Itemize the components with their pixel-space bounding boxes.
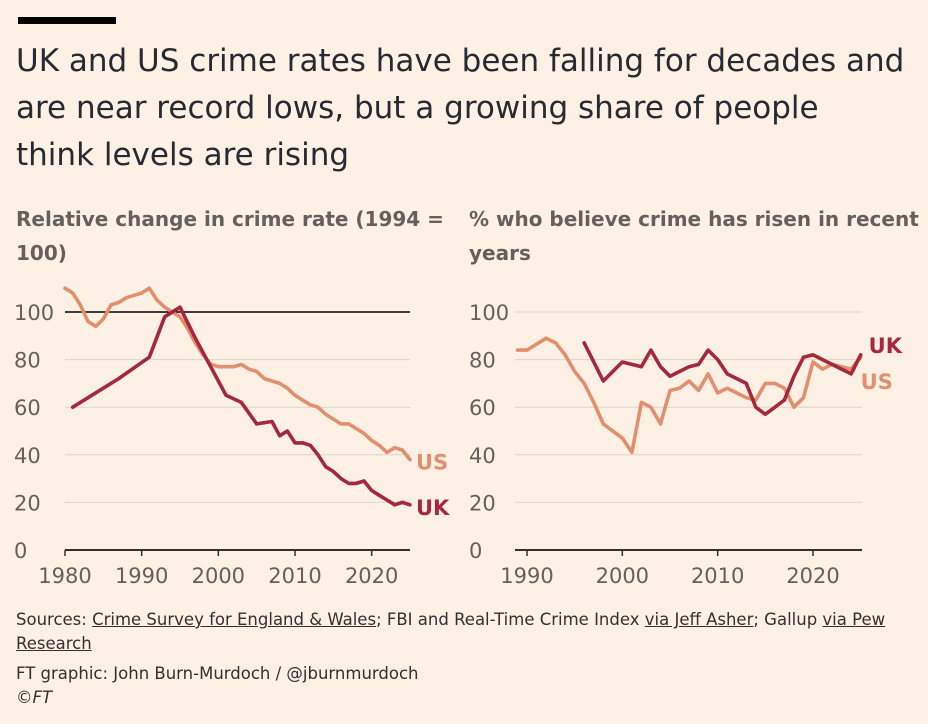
graphic-credit: FT graphic: John Burn-Murdoch / @jburnmu…	[16, 664, 419, 683]
right-series-uk-line	[582, 341, 863, 417]
left-y-tick-label: 80	[14, 349, 41, 373]
left-chart-subtitle: Relative change in crime rate (1994 = 10…	[16, 207, 444, 265]
right-chart: 0 20 40 60 80 100 1990 2000 2010 2020	[469, 301, 863, 588]
sources-prefix: Sources:	[16, 610, 93, 629]
right-y-tick-label: 80	[469, 349, 496, 373]
left-series-us-line	[63, 286, 412, 462]
source-link-jeff-asher[interactable]: via Jeff Asher	[644, 610, 754, 629]
left-x-tick-label: 1980	[38, 564, 91, 588]
right-series-us-line	[515, 336, 863, 455]
copyright: ©FT	[16, 688, 53, 707]
left-y-tick-label: 40	[14, 444, 41, 468]
left-x-tick-label: 2020	[345, 564, 398, 588]
sources-text-gallup: ; Gallup	[753, 610, 823, 629]
chart-headline: UK and US crime rates have been falling …	[16, 43, 905, 173]
sources-note: Sources: Crime Survey for England & Wale…	[16, 608, 916, 656]
left-label-uk: UK	[416, 496, 450, 520]
right-y-tick-label: 20	[469, 491, 496, 515]
right-chart-subtitle: % who believe crime has risen in recent …	[469, 207, 919, 265]
ft-top-bar	[18, 17, 116, 24]
left-x-tick-label: 1990	[115, 564, 168, 588]
right-y-tick-label: 100	[469, 301, 509, 325]
right-y-tick-label: 0	[469, 539, 482, 563]
right-label-uk: UK	[869, 334, 903, 358]
right-y-tick-label: 60	[469, 396, 496, 420]
left-y-tick-label: 60	[14, 396, 41, 420]
right-x-tick-label: 2000	[596, 564, 649, 588]
source-link-crime-survey[interactable]: Crime Survey for England & Wales	[92, 610, 377, 629]
left-y-tick-label: 20	[14, 491, 41, 515]
right-x-tick-label: 2020	[786, 564, 839, 588]
left-x-tick-label: 2010	[268, 564, 321, 588]
right-x-tick-label: 1990	[500, 564, 553, 588]
left-label-us: US	[416, 451, 448, 475]
right-y-tick-label: 40	[469, 444, 496, 468]
left-chart: 0 20 40 60 80 100 1980 1990 2000 2010 2020	[14, 286, 412, 588]
left-x-tick-label: 2000	[192, 564, 245, 588]
source-link-pew-research[interactable]: via Pew Research	[16, 610, 886, 653]
sources-text-fbi: ; FBI and Real-Time Crime Index	[376, 610, 645, 629]
right-label-us: US	[861, 370, 893, 394]
right-x-tick-label: 2010	[691, 564, 744, 588]
left-y-tick-label: 100	[14, 301, 54, 325]
left-series-uk-line	[70, 305, 412, 507]
left-y-tick-label: 0	[14, 539, 27, 563]
